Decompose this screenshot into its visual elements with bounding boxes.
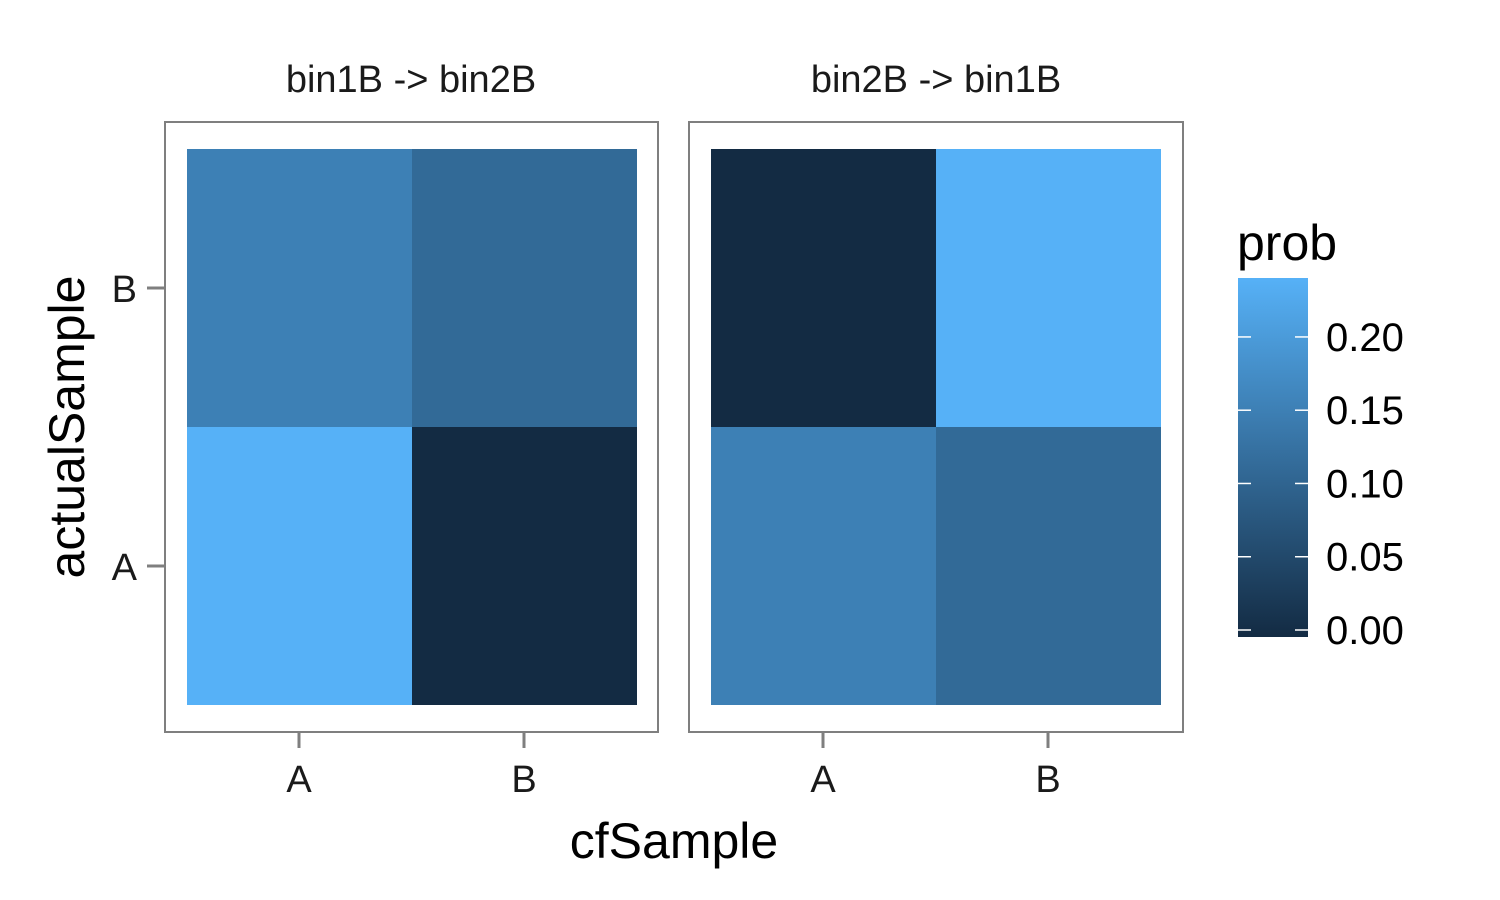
legend-tick-label: 0.05 [1326,536,1404,580]
facet-title-2: bin2B -> bin1B [811,59,1061,101]
x-tick-label-b-1: B [511,759,536,801]
x-tick-label-a-1: A [286,759,312,801]
heatmap-cell-1-a-b [187,149,412,427]
heatmap-cell-2-a-b [711,149,936,427]
y-tick-label-b: B [112,269,137,311]
heatmap-cell-1-a-a [187,427,412,705]
legend-tick-label: 0.00 [1326,609,1404,653]
legend-title: prob [1237,215,1337,271]
y-axis-title: actualSample [39,276,95,579]
x-axis-title: cfSample [570,813,778,869]
legend-colorbar [1238,278,1308,637]
facet-title-1: bin1B -> bin2B [286,59,536,101]
panel-border-2 [688,121,1184,733]
heatmap-cell-2-a-a [711,427,936,705]
x-tick-label-b-2: B [1035,759,1060,801]
y-tick-label-a: A [112,547,138,589]
heatmap-cell-1-b-a [412,427,637,705]
legend-tick-label: 0.15 [1326,389,1404,433]
heatmap-cell-2-b-b [936,149,1161,427]
legend-ticks: 0.00 0.05 0.10 0.15 0.20 [1238,316,1404,653]
heatmap-cell-2-b-a [936,427,1161,705]
facet-cells-1 [187,149,637,705]
x-tick-label-a-2: A [810,759,836,801]
legend-tick-label: 0.10 [1326,462,1404,506]
panel-border-1 [164,121,659,733]
facet-cells-2 [711,149,1161,705]
heatmap-cell-1-b-b [412,149,637,427]
legend-tick-label: 0.20 [1326,316,1404,360]
